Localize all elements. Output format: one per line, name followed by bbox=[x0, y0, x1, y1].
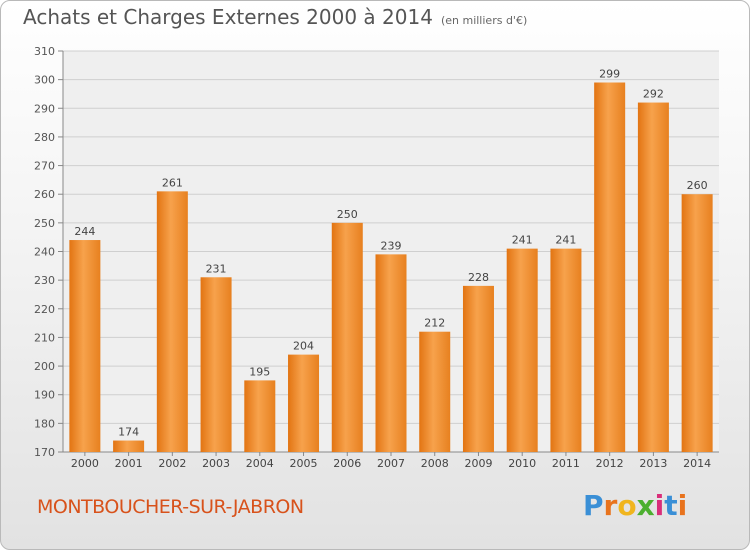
data-label-2000: 244 bbox=[74, 225, 95, 238]
logo-letter: x bbox=[636, 489, 655, 522]
x-tick-label-2004: 2004 bbox=[246, 457, 274, 470]
bar-2004 bbox=[244, 380, 276, 452]
logo-letter: t bbox=[664, 489, 678, 522]
x-tick-label-2005: 2005 bbox=[290, 457, 318, 470]
bar-2009 bbox=[462, 285, 494, 452]
y-tick-label-310: 310 bbox=[34, 45, 55, 58]
bar-2002 bbox=[156, 191, 188, 452]
data-label-2003: 231 bbox=[206, 262, 227, 275]
y-tick-label-190: 190 bbox=[34, 389, 55, 402]
y-tick-label-300: 300 bbox=[34, 74, 55, 87]
x-tick-label-2008: 2008 bbox=[421, 457, 449, 470]
logo-letter: o bbox=[617, 489, 637, 522]
data-label-2009: 228 bbox=[468, 271, 489, 284]
x-tick-label-2002: 2002 bbox=[158, 457, 186, 470]
x-tick-label-2000: 2000 bbox=[71, 457, 99, 470]
y-tick-label-210: 210 bbox=[34, 331, 55, 344]
data-label-2014: 260 bbox=[687, 179, 708, 192]
x-tick-label-2012: 2012 bbox=[596, 457, 624, 470]
bar-2014 bbox=[681, 194, 713, 452]
bar-2011 bbox=[550, 248, 582, 452]
chart-title-row: Achats et Charges Externes 2000 à 2014 (e… bbox=[23, 5, 527, 29]
logo-letter: r bbox=[603, 489, 618, 522]
y-tick-label-250: 250 bbox=[34, 217, 55, 230]
x-tick-label-2001: 2001 bbox=[115, 457, 143, 470]
data-label-2011: 241 bbox=[555, 234, 576, 247]
x-tick-label-2013: 2013 bbox=[639, 457, 667, 470]
y-tick-label-260: 260 bbox=[34, 188, 55, 201]
bar-2013 bbox=[637, 102, 669, 453]
y-tick-label-230: 230 bbox=[34, 274, 55, 287]
data-label-2006: 250 bbox=[337, 208, 358, 221]
logo-letter: i bbox=[654, 489, 665, 522]
y-tick-label-180: 180 bbox=[34, 417, 55, 430]
y-tick-label-240: 240 bbox=[34, 246, 55, 259]
data-label-2005: 204 bbox=[293, 340, 314, 353]
bar-2000 bbox=[69, 240, 101, 452]
bar-2005 bbox=[288, 354, 320, 452]
bar-2001 bbox=[113, 440, 145, 452]
x-tick-label-2006: 2006 bbox=[333, 457, 361, 470]
data-label-2007: 239 bbox=[381, 239, 402, 252]
chart-title: Achats et Charges Externes 2000 à 2014 bbox=[23, 5, 433, 29]
y-tick-label-270: 270 bbox=[34, 160, 55, 173]
x-tick-label-2007: 2007 bbox=[377, 457, 405, 470]
x-tick-label-2014: 2014 bbox=[683, 457, 711, 470]
logo-letter: i bbox=[677, 489, 688, 522]
bar-2012 bbox=[594, 82, 626, 452]
y-tick-label-200: 200 bbox=[34, 360, 55, 373]
data-label-2002: 261 bbox=[162, 176, 183, 189]
x-tick-label-2011: 2011 bbox=[552, 457, 580, 470]
bar-2007 bbox=[375, 254, 407, 452]
bar-2003 bbox=[200, 277, 232, 452]
data-label-2012: 299 bbox=[599, 68, 620, 81]
y-tick-label-220: 220 bbox=[34, 303, 55, 316]
y-tick-label-170: 170 bbox=[34, 446, 55, 459]
chart-subtitle: (en milliers d'€) bbox=[440, 14, 528, 27]
x-tick-label-2009: 2009 bbox=[464, 457, 492, 470]
logo-letter: P bbox=[583, 489, 604, 522]
data-label-2008: 212 bbox=[424, 317, 445, 330]
x-tick-label-2003: 2003 bbox=[202, 457, 230, 470]
proxiti-logo: Proxiti bbox=[583, 489, 687, 522]
data-label-2013: 292 bbox=[643, 88, 664, 101]
place-name: MONTBOUCHER-SUR-JABRON bbox=[37, 496, 304, 518]
y-tick-label-290: 290 bbox=[34, 102, 55, 115]
bar-2008 bbox=[419, 331, 451, 452]
data-label-2001: 174 bbox=[118, 426, 139, 439]
y-tick-label-280: 280 bbox=[34, 131, 55, 144]
bar-2006 bbox=[331, 222, 363, 452]
data-label-2004: 195 bbox=[249, 365, 270, 378]
x-tick-label-2010: 2010 bbox=[508, 457, 536, 470]
data-label-2010: 241 bbox=[512, 234, 533, 247]
bar-2010 bbox=[506, 248, 538, 452]
